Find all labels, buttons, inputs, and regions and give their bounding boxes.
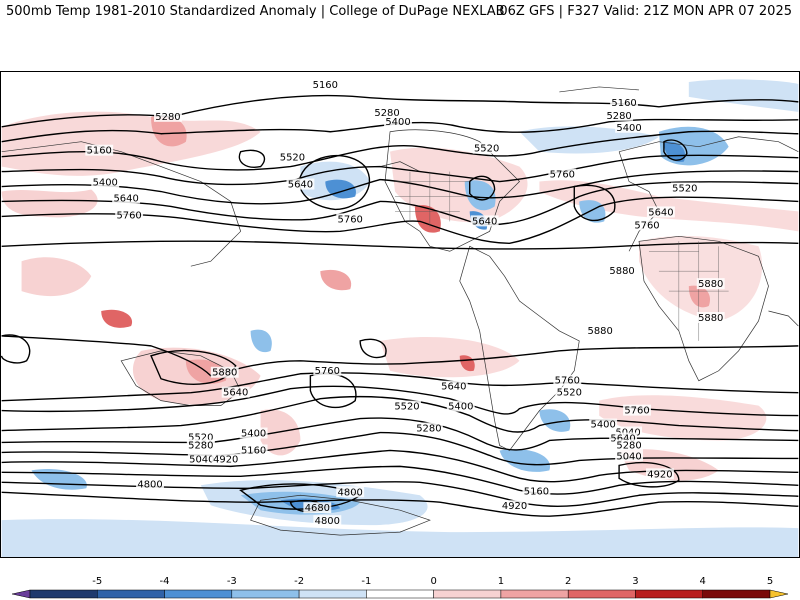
anomaly-shading <box>1 79 799 557</box>
colorbar-label: -2 <box>294 576 304 587</box>
contour-label: 5280 <box>616 440 641 451</box>
contour-label: 5400 <box>448 402 473 413</box>
colorbar-segment <box>164 589 233 599</box>
colorbar-label: 1 <box>498 576 504 587</box>
contour-label: 5760 <box>315 366 340 377</box>
colorbar: -5 -4 -3 -2 -1 0 1 2 3 4 5 <box>11 576 789 599</box>
contour-label: 5160 <box>241 445 266 456</box>
contour-label: 5040 <box>189 454 214 465</box>
contour-label: 5760 <box>624 406 649 417</box>
contour-label: 5760 <box>634 220 659 231</box>
colorbar-label: -3 <box>227 576 237 587</box>
contour-label: 5520 <box>672 184 697 195</box>
contour-label: 5160 <box>611 98 636 109</box>
contour-label: 5880 <box>588 326 613 337</box>
contour-label: 5280 <box>374 108 399 119</box>
contour-label: 5520 <box>474 144 499 155</box>
contour-label: 5160 <box>524 486 549 497</box>
contour-label: 5640 <box>223 388 248 399</box>
colorbar-label: 3 <box>632 576 638 587</box>
colorbar-segment <box>366 589 434 599</box>
contour-label: 5640 <box>288 180 313 191</box>
contour-label: 5520 <box>557 388 582 399</box>
contour-label: 4800 <box>315 516 340 527</box>
contour-label: 4800 <box>338 487 363 498</box>
contour-label: 5520 <box>280 153 305 164</box>
contour-label: 5640 <box>648 207 673 218</box>
colorbar-segment <box>702 589 771 599</box>
colorbar-segment <box>500 589 569 599</box>
colorbar-label: -4 <box>160 576 170 587</box>
contour-label: 4920 <box>213 454 238 465</box>
contour-label: 5160 <box>313 80 338 91</box>
contour-label: 5520 <box>394 402 419 413</box>
colorbar-label: -1 <box>361 576 371 587</box>
colorbar-segment <box>231 589 300 599</box>
colorbar-label: -5 <box>92 576 102 587</box>
contour-label: 5760 <box>550 170 575 181</box>
colorbar-segment <box>433 589 502 599</box>
colorbar-max-arrow <box>769 589 789 599</box>
contour-label: 5520 <box>188 432 213 443</box>
contour-label: 5400 <box>591 420 616 431</box>
colorbar-segment <box>635 589 703 599</box>
contour-label: 5280 <box>416 424 441 435</box>
contour-label: 5880 <box>698 313 723 324</box>
contour-label: 5400 <box>385 117 410 128</box>
contour-label: 5400 <box>241 428 266 439</box>
contour-label: 4920 <box>502 501 527 512</box>
colorbar-label: 5 <box>767 576 773 587</box>
contour-label: 5160 <box>87 146 112 157</box>
political-borders <box>395 171 729 341</box>
height-contours <box>1 94 799 517</box>
colorbar-segment <box>97 589 165 599</box>
contour-label: 5400 <box>93 178 118 189</box>
colorbar-label: 0 <box>430 576 436 587</box>
contour-label: 4800 <box>137 479 162 490</box>
colorbar-label: 2 <box>565 576 571 587</box>
colorbar-label: 4 <box>700 576 706 587</box>
contour-label: 5400 <box>616 123 641 134</box>
map-panel: 5160528051605400564057605520564057605280… <box>0 71 800 558</box>
contour-label: 5640 <box>472 216 497 227</box>
contour-label: 4680 <box>305 503 330 514</box>
contour-label: 5880 <box>609 266 634 277</box>
contour-label: 5040 <box>616 451 641 462</box>
contour-label: 5280 <box>188 440 213 451</box>
coastlines <box>1 86 799 536</box>
contour-label: 5760 <box>555 376 580 387</box>
colorbar-segment <box>298 589 367 599</box>
contour-label: 4920 <box>647 469 672 480</box>
contour-label: 5760 <box>338 214 363 225</box>
contour-label: 5280 <box>606 111 631 122</box>
colorbar-segment <box>29 589 98 599</box>
contour-labels: 5160528051605400564057605520564057605280… <box>85 78 725 527</box>
contour-label: 5640 <box>441 382 466 393</box>
contour-label: 5880 <box>698 279 723 290</box>
contour-label: 5880 <box>212 368 237 379</box>
colorbar-min-arrow <box>11 589 31 599</box>
map-title: 500mb Temp 1981-2010 Standardized Anomal… <box>6 4 505 19</box>
contour-label: 5640 <box>610 433 635 444</box>
model-valid-time: 06Z GFS | F327 Valid: 21Z MON APR 07 202… <box>499 4 792 19</box>
contour-label: 5760 <box>116 210 141 221</box>
contour-label: 5280 <box>155 112 180 123</box>
contour-label: 5640 <box>113 193 138 204</box>
colorbar-segment <box>567 589 636 599</box>
